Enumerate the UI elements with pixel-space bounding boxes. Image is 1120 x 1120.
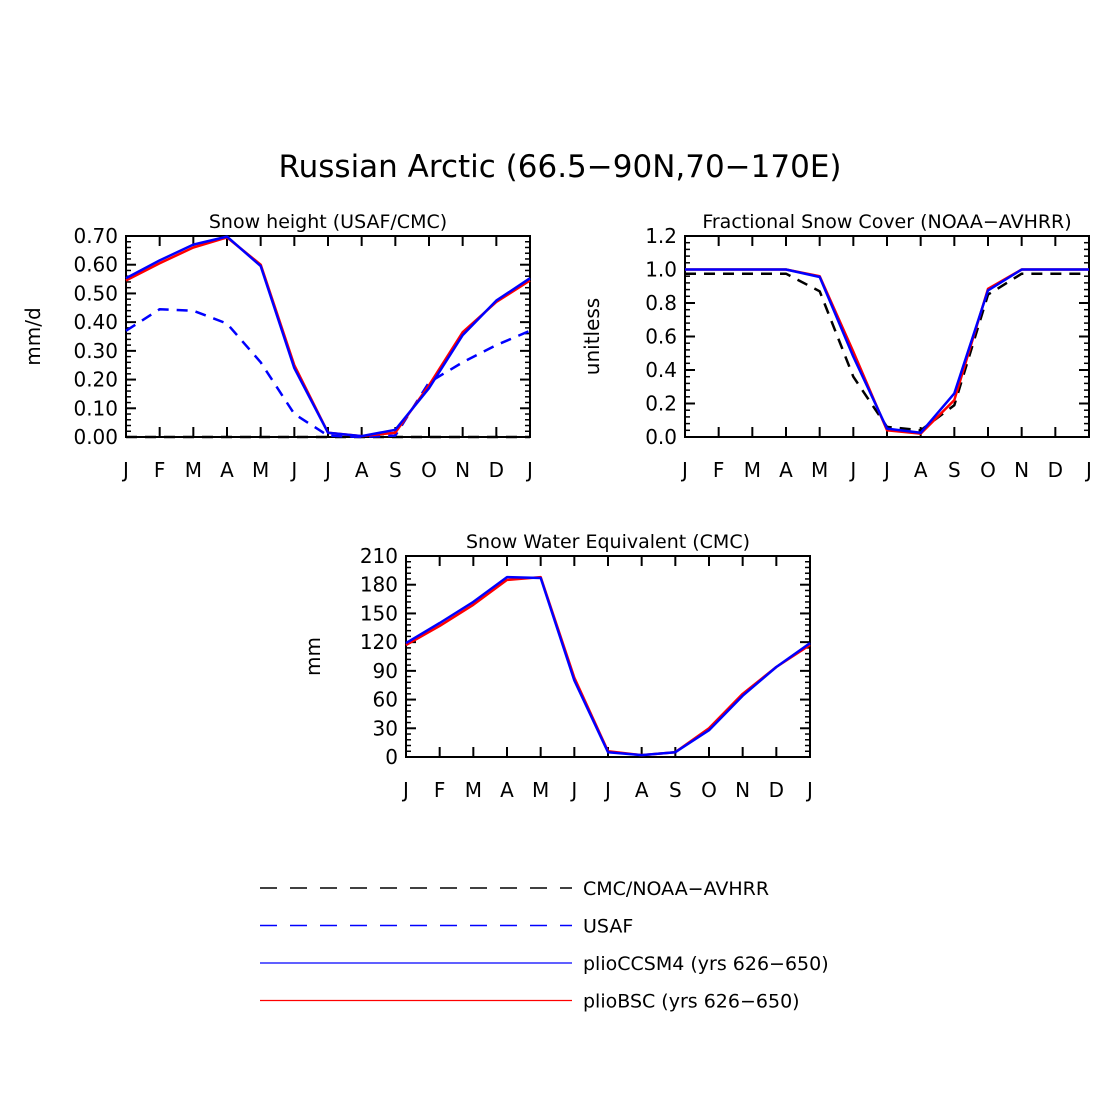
- series-line-plioccsm4: [405, 575, 811, 757]
- x-tick-label: A: [914, 458, 928, 482]
- x-tick-label: J: [121, 458, 129, 482]
- y-axis-label: unitless: [580, 298, 604, 375]
- x-tick-label: O: [701, 778, 717, 802]
- x-tick-label: O: [421, 458, 437, 482]
- y-tick-label: 0.30: [73, 339, 118, 363]
- x-tick-label: D: [1048, 458, 1063, 482]
- y-tick-label: 30: [373, 716, 398, 740]
- x-tick-label: J: [323, 458, 331, 482]
- plot-frame: [125, 235, 531, 438]
- y-axis-label: mm: [301, 637, 325, 676]
- x-tick-label: N: [1014, 458, 1029, 482]
- x-tick-label: J: [401, 778, 409, 802]
- y-tick-label: 1.2: [645, 224, 677, 248]
- x-tick-label: N: [735, 778, 750, 802]
- y-tick-label: 0.0: [645, 425, 677, 449]
- x-tick-label: A: [635, 778, 649, 802]
- y-tick-label: 0.8: [645, 291, 677, 315]
- y-tick-label: 0.10: [73, 396, 118, 420]
- y-tick-label: 0.4: [645, 358, 677, 382]
- x-tick-label: A: [500, 778, 514, 802]
- y-tick-label: 0.50: [73, 281, 118, 305]
- legend: CMC/NOAA−AVHRR USAF plioCCSM4 (yrs 626−650…: [260, 878, 829, 1013]
- x-tick-label: J: [603, 778, 611, 802]
- x-tick-label: A: [355, 458, 369, 482]
- x-tick-label: J: [680, 458, 688, 482]
- y-tick-label: 0.60: [73, 253, 118, 277]
- x-tick-label: J: [289, 458, 297, 482]
- x-tick-label: M: [811, 458, 828, 482]
- y-tick-label: 0.70: [73, 224, 118, 248]
- y-tick-label: 0.00: [73, 425, 118, 449]
- x-tick-label: D: [489, 458, 504, 482]
- x-tick-label: A: [220, 458, 234, 482]
- x-tick-label: F: [434, 778, 446, 802]
- x-tick-label: J: [805, 778, 813, 802]
- x-tick-label: S: [389, 458, 402, 482]
- x-tick-label: A: [779, 458, 793, 482]
- chart-panel-3: Snow Water Equivalent (CMC) 0 30 60 90 120 150…: [301, 531, 813, 802]
- y-tick-label: 0: [385, 745, 398, 769]
- series-line-plioccsm4: [685, 268, 1089, 435]
- x-tick-label: M: [532, 778, 549, 802]
- chart-panels: Snow height (USAF/CMC)0.000.100.200.300.…: [21, 211, 1092, 802]
- x-tick-label: F: [713, 458, 725, 482]
- x-tick-label: S: [948, 458, 961, 482]
- y-tick-label: 60: [373, 688, 398, 712]
- series-line-pliobsc: [125, 236, 531, 438]
- x-tick-label: O: [980, 458, 996, 482]
- x-tick-label: J: [848, 458, 856, 482]
- series-line-pliobsc: [405, 575, 811, 757]
- legend-label: CMC/NOAA−AVHRR: [583, 878, 769, 900]
- y-tick-label: 210: [360, 544, 398, 568]
- plot-frame: [684, 235, 1090, 438]
- panel-title: Fractional Snow Cover (NOAA−AVHRR): [702, 211, 1071, 233]
- y-tick-label: 1.0: [645, 258, 677, 282]
- x-tick-label: M: [185, 458, 202, 482]
- chart-panel-2: Fractional Snow Cover (NOAA−AVHRR) 0.0 0.2…: [580, 211, 1092, 482]
- legend-label: plioBSC (yrs 626−650): [583, 991, 800, 1013]
- y-tick-label: 120: [360, 630, 398, 654]
- y-tick-label: 150: [360, 601, 398, 625]
- x-tick-label: J: [1084, 458, 1092, 482]
- y-tick-label: 90: [373, 659, 398, 683]
- x-tick-label: M: [744, 458, 761, 482]
- legend-label: USAF: [583, 916, 633, 938]
- y-tick-label: 180: [360, 573, 398, 597]
- panel-title: Snow height (USAF/CMC): [209, 211, 447, 233]
- x-tick-label: M: [252, 458, 269, 482]
- x-tick-label: F: [154, 458, 166, 482]
- y-tick-label: 0.40: [73, 310, 118, 334]
- y-tick-label: 0.20: [73, 368, 118, 392]
- x-tick-label: D: [769, 778, 784, 802]
- panel-title: Snow Water Equivalent (CMC): [466, 531, 750, 553]
- y-tick-label: 0.6: [645, 325, 677, 349]
- series-line-plioccsm4: [125, 235, 531, 438]
- series-line-pliobsc: [685, 268, 1089, 435]
- y-tick-label: 0.2: [645, 392, 677, 416]
- x-tick-label: J: [569, 778, 577, 802]
- figure-title: Russian Arctic (66.5−90N,70−170E): [278, 149, 841, 185]
- x-tick-label: M: [465, 778, 482, 802]
- series-line-cmc-noaa-avhrr: [685, 272, 1089, 432]
- y-axis-label: mm/d: [21, 307, 45, 365]
- chart-panel-1: Snow height (USAF/CMC) 0.00 0.10 0.20 0.30 0.…: [21, 211, 533, 482]
- x-tick-label: J: [525, 458, 533, 482]
- x-tick-label: S: [669, 778, 682, 802]
- legend-label: plioCCSM4 (yrs 626−650): [583, 953, 829, 975]
- x-tick-label: N: [455, 458, 470, 482]
- x-tick-label: J: [882, 458, 890, 482]
- plot-frame: [405, 555, 811, 758]
